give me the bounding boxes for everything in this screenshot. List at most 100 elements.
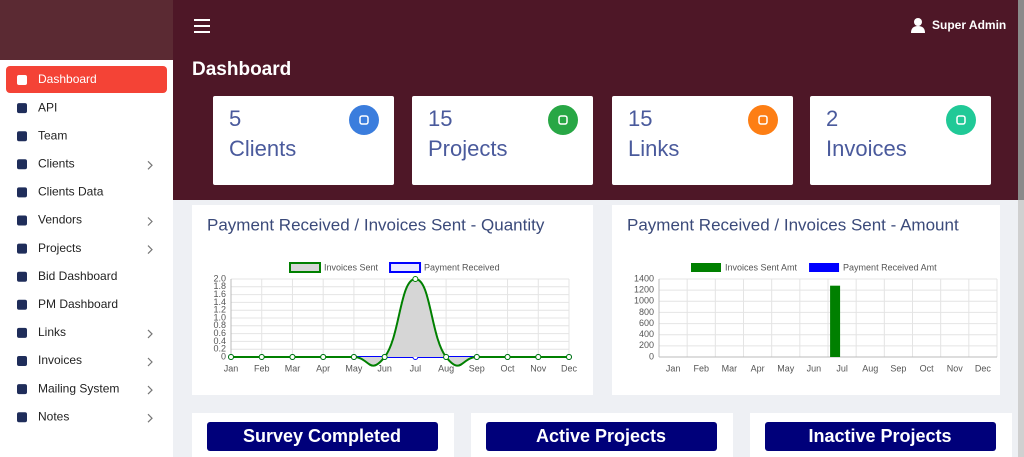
y-tick-label: 1.2 (213, 305, 226, 315)
legend-swatch (809, 263, 840, 272)
stat-card (213, 96, 394, 185)
panel-header[interactable] (207, 422, 438, 451)
menu-bar (194, 31, 210, 33)
menu-icon (17, 75, 27, 85)
chart-panel (192, 205, 593, 395)
menu-icon (17, 271, 27, 282)
point (566, 354, 572, 360)
x-tick-label: Feb (254, 363, 270, 373)
menu-icon (17, 356, 27, 366)
legend-swatch (289, 262, 321, 273)
y-tick-label: 1.0 (213, 312, 226, 322)
legend-swatch (691, 263, 721, 272)
x-tick-label: Apr (751, 363, 765, 373)
y-tick-label: 800 (639, 307, 654, 317)
chevron (147, 329, 153, 339)
panel-title: Active Projects (536, 426, 666, 446)
point (412, 276, 419, 282)
x-tick-label: May (777, 363, 795, 373)
x-tick-label: Sep (890, 363, 906, 373)
y-tick-label: 1.6 (213, 289, 226, 299)
panel-header[interactable] (486, 422, 717, 451)
stat-icon (946, 105, 976, 135)
active-item (6, 66, 167, 93)
page-title: Dashboard (192, 59, 291, 80)
menu-item[interactable]: API (38, 100, 57, 114)
stat-icon (748, 105, 778, 135)
menu-item[interactable]: Team (38, 128, 67, 142)
chevron (147, 217, 153, 226)
menu-item[interactable]: Bid Dashboard (38, 269, 117, 283)
menu-item[interactable]: Invoices (38, 353, 82, 367)
menu-icon (17, 131, 27, 142)
menu-icon (17, 299, 27, 310)
menu-item[interactable]: Projects (38, 241, 81, 255)
point (258, 354, 265, 360)
stat-icon-glyph (558, 115, 568, 125)
y-tick-label: 600 (639, 318, 654, 328)
menu-icon (17, 243, 27, 254)
x-tick-label: Oct (920, 363, 935, 373)
legend-label: Payment Received Amt (843, 262, 937, 272)
user-menu[interactable]: Super Admin (911, 18, 1006, 33)
scrollbar-thumb (1018, 0, 1024, 200)
point (535, 354, 542, 360)
legend-label: Invoices Sent (324, 262, 379, 272)
point (473, 354, 480, 360)
y-tick-label: 0.2 (213, 344, 226, 354)
stat-icon-glyph (956, 115, 966, 125)
menu-bar (194, 25, 210, 27)
user-icon (911, 26, 925, 33)
menu-item[interactable]: PM Dashboard (38, 297, 118, 311)
menu-icon (17, 159, 27, 170)
bar (830, 285, 841, 357)
x-tick-label: Jan (666, 363, 681, 373)
menu-item[interactable]: Vendors (38, 213, 82, 227)
x-tick-label: Nov (947, 363, 964, 373)
stat-label: Invoices (826, 136, 907, 161)
chart-title: Payment Received / Invoices Sent - Quant… (207, 215, 545, 234)
y-tick-label: 0.8 (213, 320, 226, 330)
chevron (147, 245, 153, 255)
stat-value: 5 (229, 106, 241, 131)
panel-header[interactable] (765, 422, 996, 451)
menu-icon (17, 327, 27, 338)
x-tick-label: Jul (836, 363, 848, 373)
y-tick-label: 400 (639, 329, 654, 339)
menu-icon (17, 384, 27, 395)
menu-icon (17, 215, 27, 226)
y-tick-label: 1200 (634, 285, 654, 295)
x-tick-label: Jul (410, 363, 422, 373)
menu-item[interactable]: Clients (38, 156, 75, 170)
x-tick-label: Aug (438, 363, 454, 373)
x-tick-label: Sep (469, 363, 485, 373)
menu-item[interactable]: Mailing System (38, 381, 119, 395)
stat-value: 15 (428, 106, 452, 131)
stat-label: Clients (229, 136, 296, 161)
chevron (147, 160, 153, 170)
x-tick-label: Aug (862, 363, 878, 373)
y-tick-label: 0.6 (213, 328, 226, 338)
chart-title: Payment Received / Invoices Sent - Amoun… (627, 215, 959, 234)
menu-item[interactable]: Links (38, 325, 66, 339)
x-tick-label: Oct (501, 363, 516, 373)
menu-item[interactable]: Dashboard (38, 72, 97, 86)
area (231, 279, 569, 366)
menu-item[interactable]: Notes (38, 409, 69, 423)
sidebar-brand (0, 0, 173, 60)
menu-icon (17, 187, 27, 198)
y-tick-label: 1.8 (213, 281, 226, 291)
menu-toggle[interactable] (194, 19, 210, 33)
stat-value: 15 (628, 106, 652, 131)
y-tick-label: 0.4 (213, 336, 226, 346)
stat-card (412, 96, 593, 185)
x-tick-label: Jun (377, 363, 392, 373)
menu-icon (17, 103, 27, 114)
x-tick-label: Mar (285, 363, 301, 373)
y-tick-label: 1400 (634, 273, 654, 283)
point (350, 354, 357, 360)
menu-item[interactable]: Clients Data (38, 185, 104, 199)
stat-card (612, 96, 793, 185)
point (381, 354, 388, 360)
stat-value: 2 (826, 106, 838, 131)
